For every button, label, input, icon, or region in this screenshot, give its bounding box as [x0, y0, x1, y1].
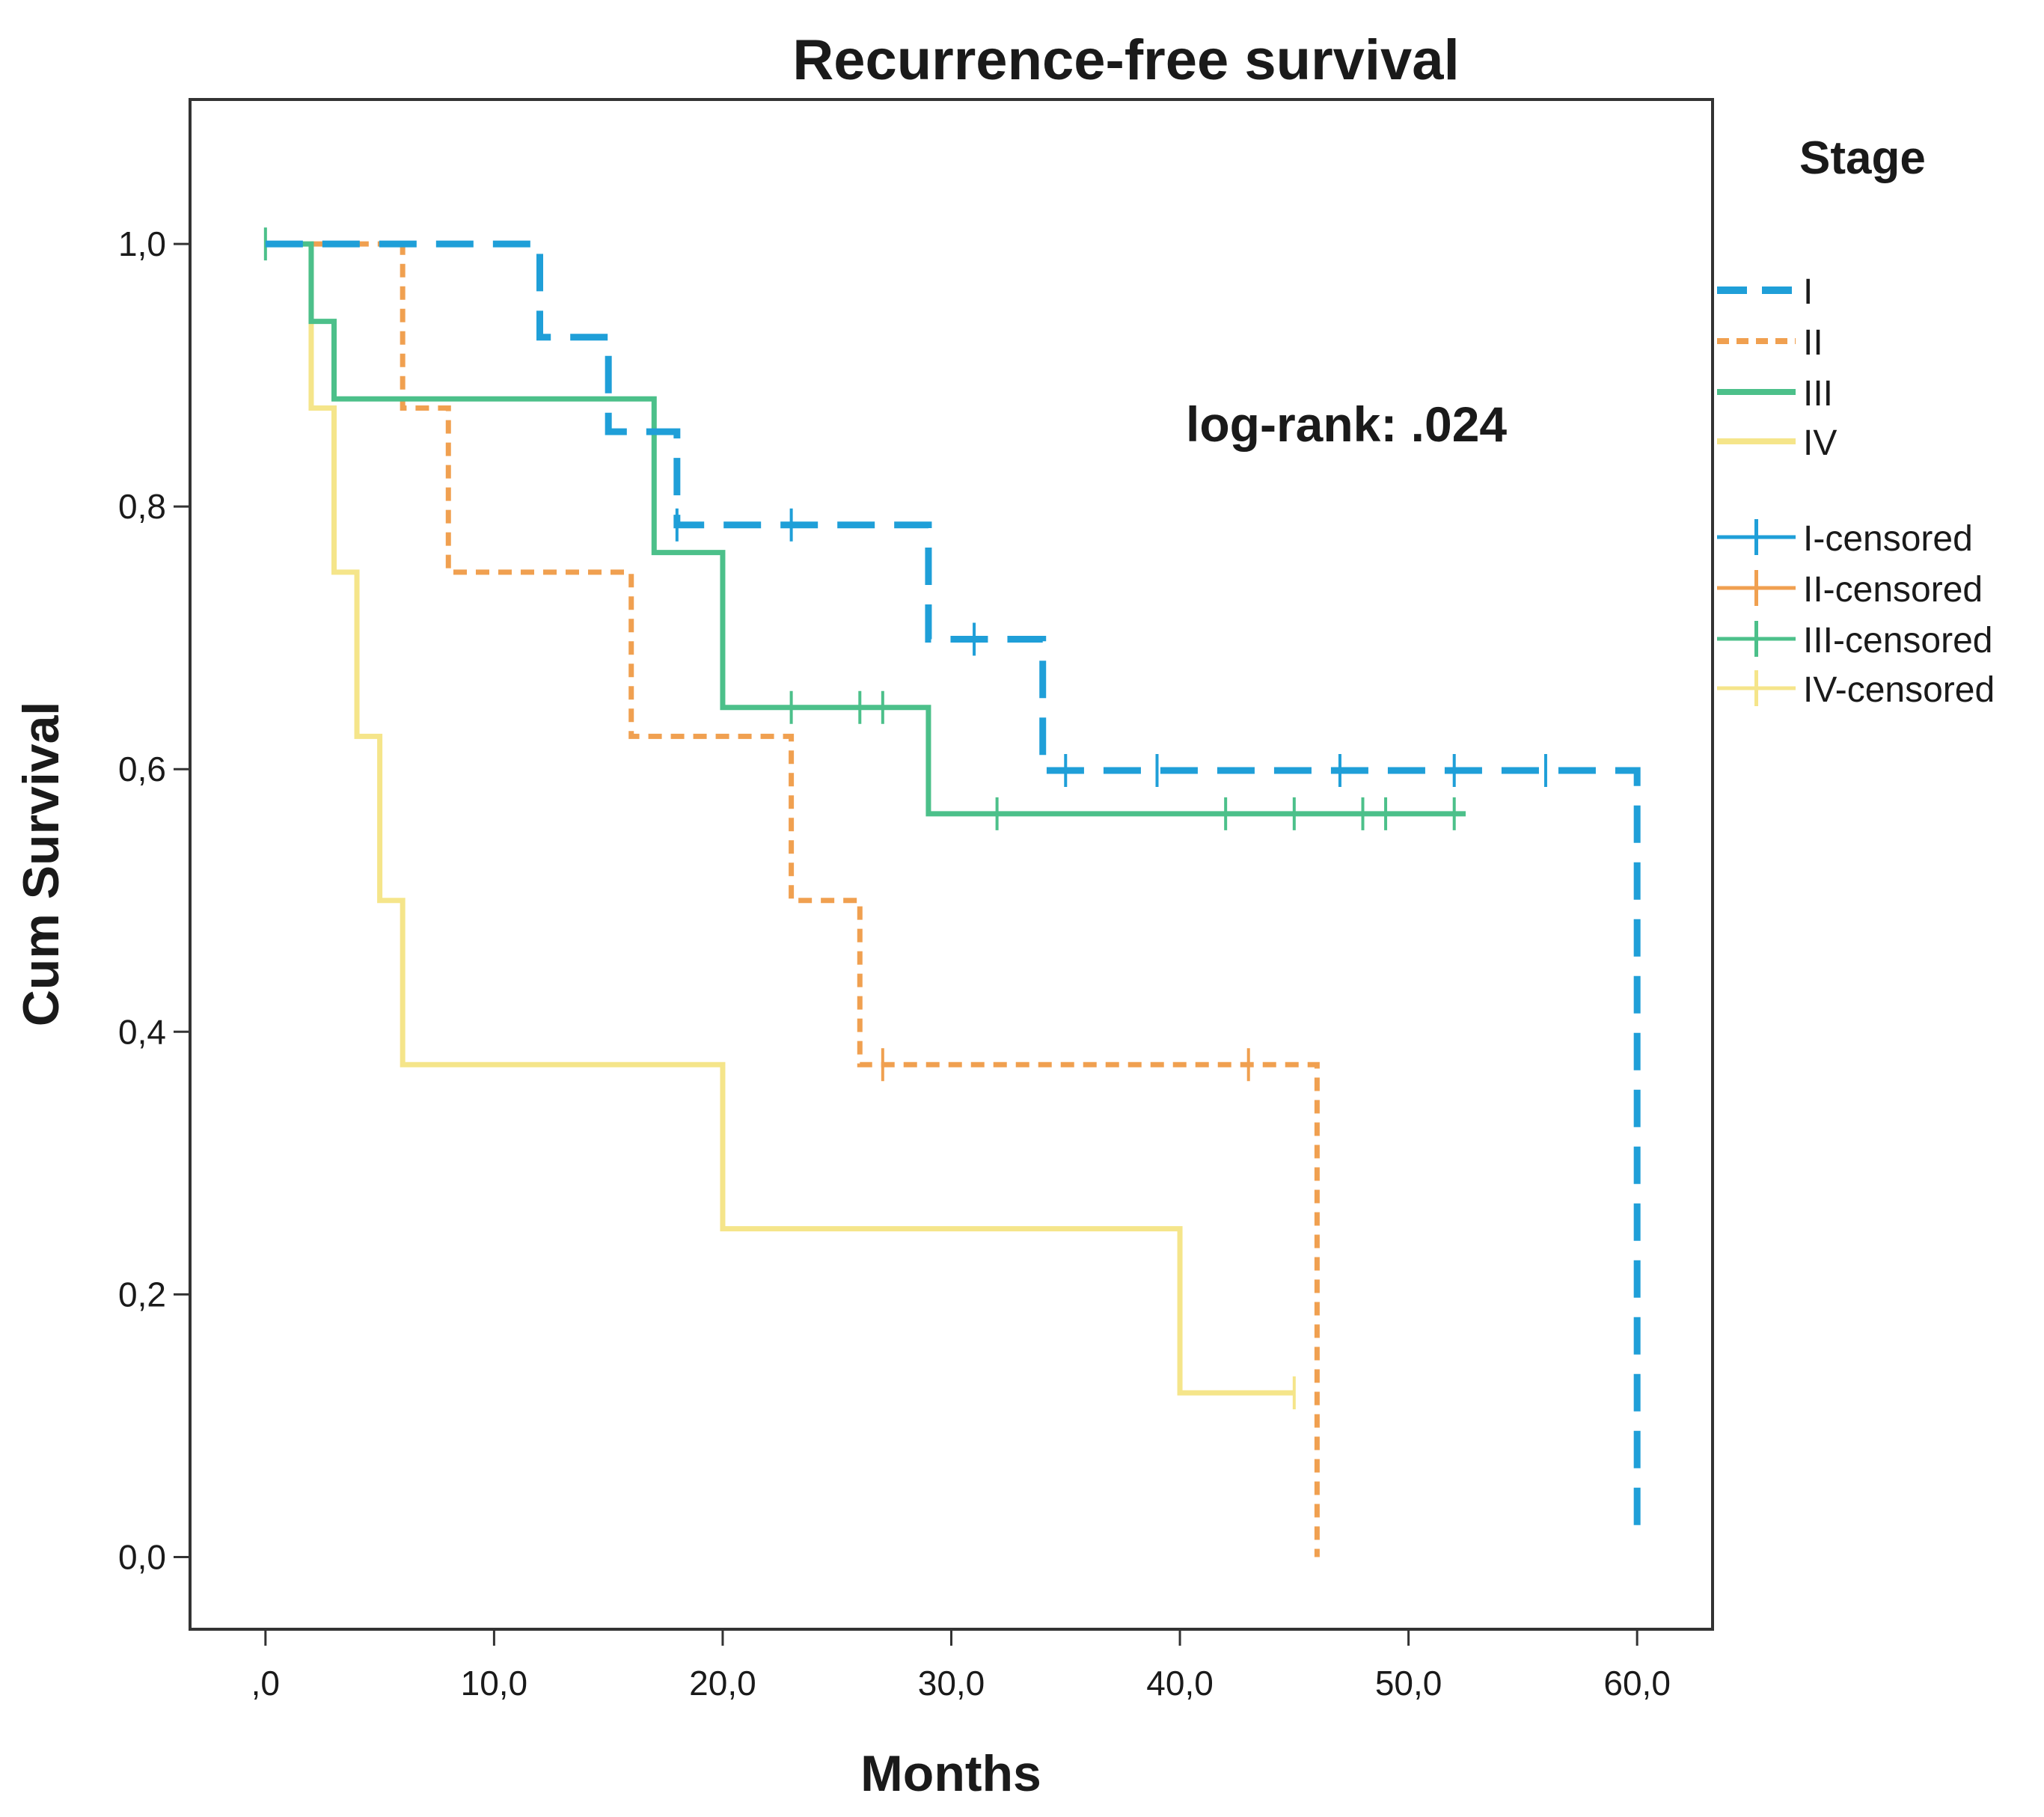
y-axis-ticks: 0,0 0,2 0,4 0,6 0,8 1,0	[118, 224, 190, 1576]
x-axis-ticks: ,0 10,0 20,0 30,0 40,0 50,0 60,0	[251, 1629, 1671, 1703]
curve-stage-III	[265, 241, 1466, 817]
chart-title: Recurrence-free survival	[792, 28, 1459, 92]
legend-label-stage-II: II	[1803, 323, 1823, 363]
y-tick-label: 0,4	[118, 1012, 166, 1051]
legend-label-stage-III: III	[1803, 374, 1833, 414]
curve-stage-IV	[265, 241, 1294, 1396]
legend-label-censored-stage-I: I-censored	[1803, 519, 1973, 559]
y-tick-label: 0,8	[118, 487, 166, 526]
x-tick-label: 30,0	[918, 1664, 985, 1703]
legend-label-stage-IV: IV	[1803, 423, 1837, 463]
x-tick-label: 50,0	[1375, 1664, 1442, 1703]
legend-label-stage-I: I	[1803, 272, 1813, 312]
log-rank-annotation: log-rank: .024	[1186, 396, 1507, 452]
plot-frame	[189, 98, 1714, 1631]
y-axis-label: Cum Survival	[13, 702, 70, 1027]
series-stage-IV	[265, 241, 1296, 1410]
x-tick-label: 20,0	[689, 1664, 756, 1703]
series-stage-II	[265, 241, 1320, 1557]
x-tick-label: 40,0	[1146, 1664, 1214, 1703]
y-tick-label: 0,2	[118, 1275, 166, 1314]
legend-label-censored-stage-IV: IV-censored	[1803, 670, 1995, 710]
series-stage-I	[265, 240, 1641, 1531]
legend-label-censored-stage-III: III-censored	[1803, 621, 1992, 661]
y-tick-label: 0,0	[118, 1537, 166, 1576]
x-axis-label: Months	[860, 1745, 1041, 1802]
survival-curves	[263, 227, 1641, 1557]
x-tick-label: ,0	[251, 1664, 280, 1703]
legend-title: Stage	[1799, 132, 1926, 184]
curve-stage-II	[265, 241, 1320, 1557]
legend: IIIIIIIVI-censoredII-censoredIII-censore…	[1717, 272, 1995, 710]
series-stage-III	[263, 227, 1466, 830]
y-tick-label: 0,6	[118, 750, 166, 788]
x-tick-label: 10,0	[461, 1664, 528, 1703]
y-tick-label: 1,0	[118, 224, 166, 263]
x-tick-label: 60,0	[1603, 1664, 1671, 1703]
legend-label-censored-stage-II: II-censored	[1803, 570, 1983, 610]
